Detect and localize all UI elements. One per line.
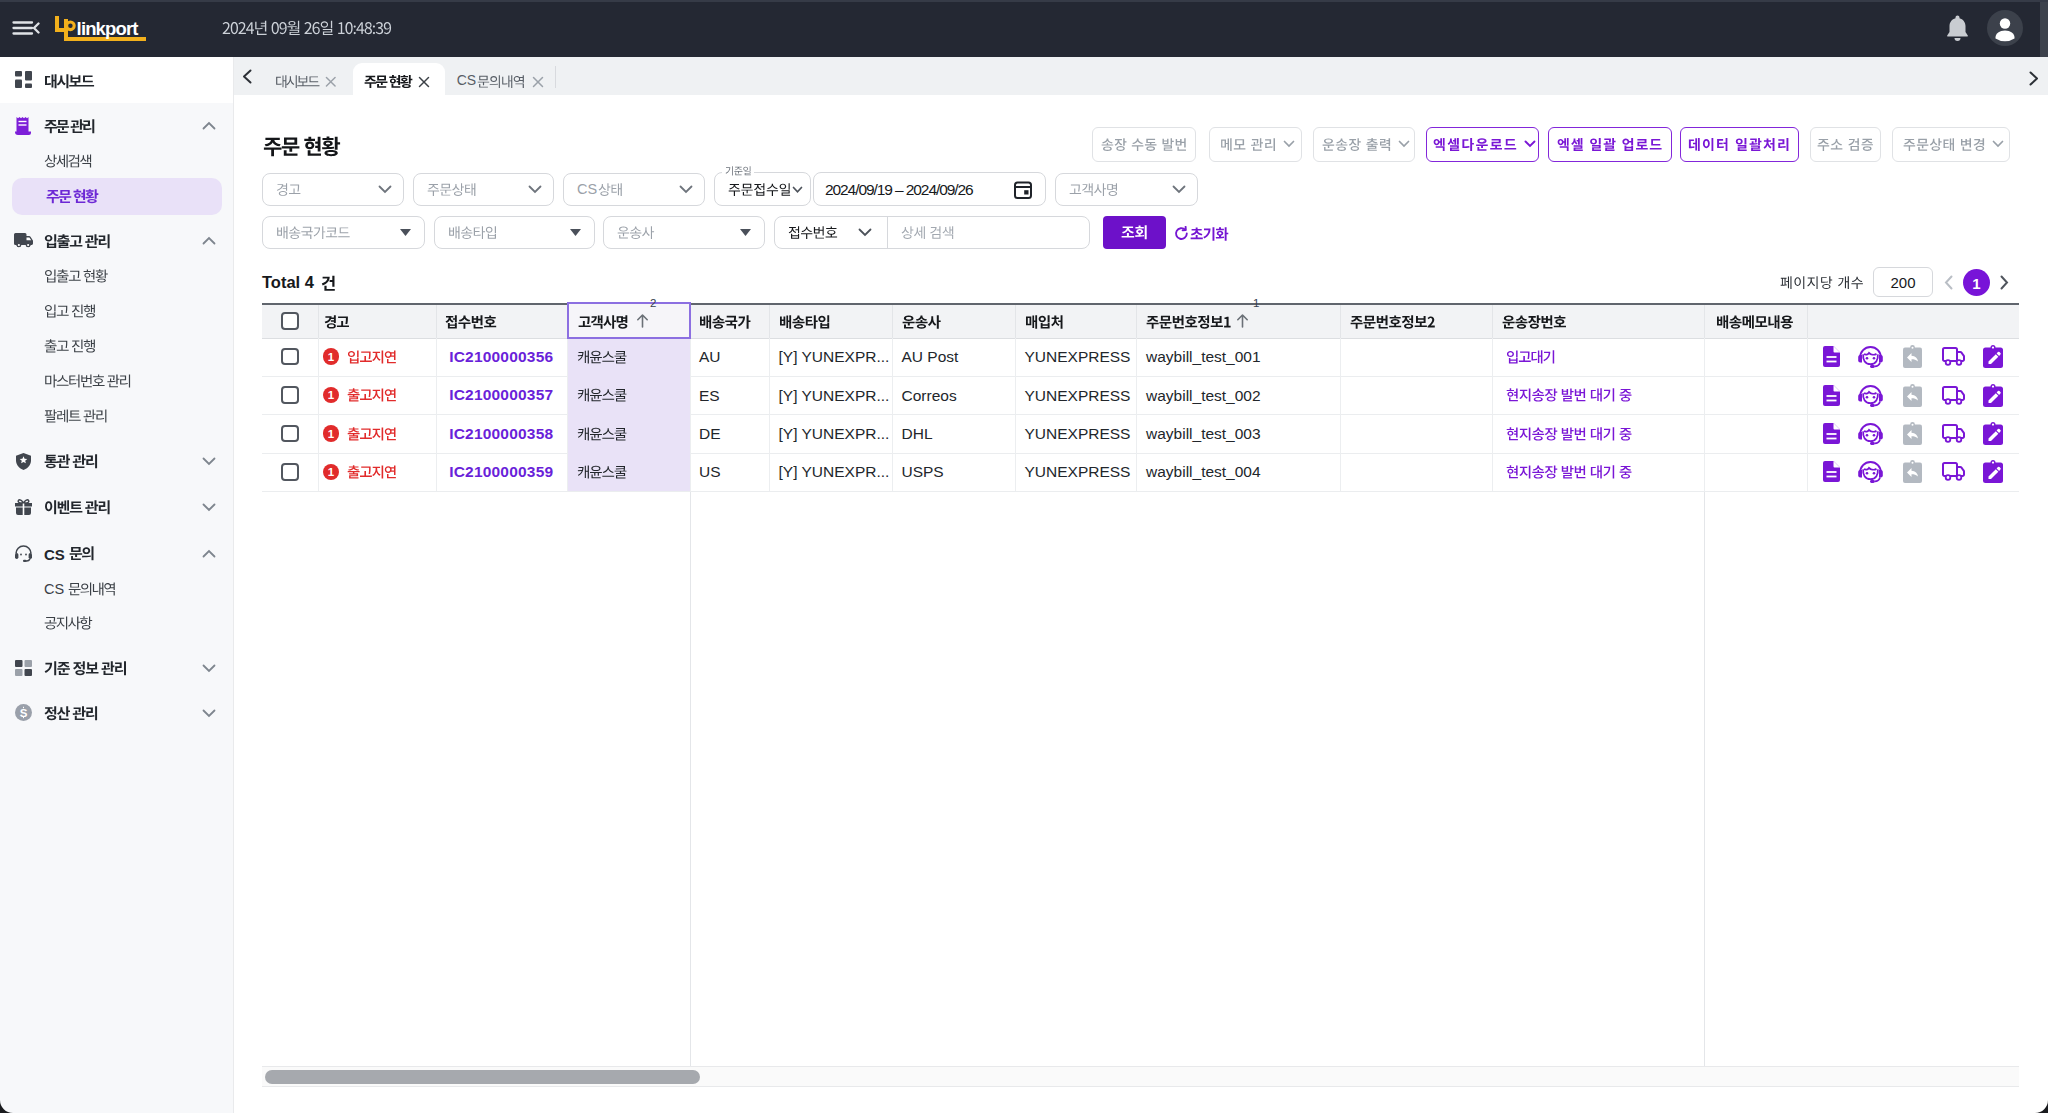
svg-text:S: S [20,707,28,719]
